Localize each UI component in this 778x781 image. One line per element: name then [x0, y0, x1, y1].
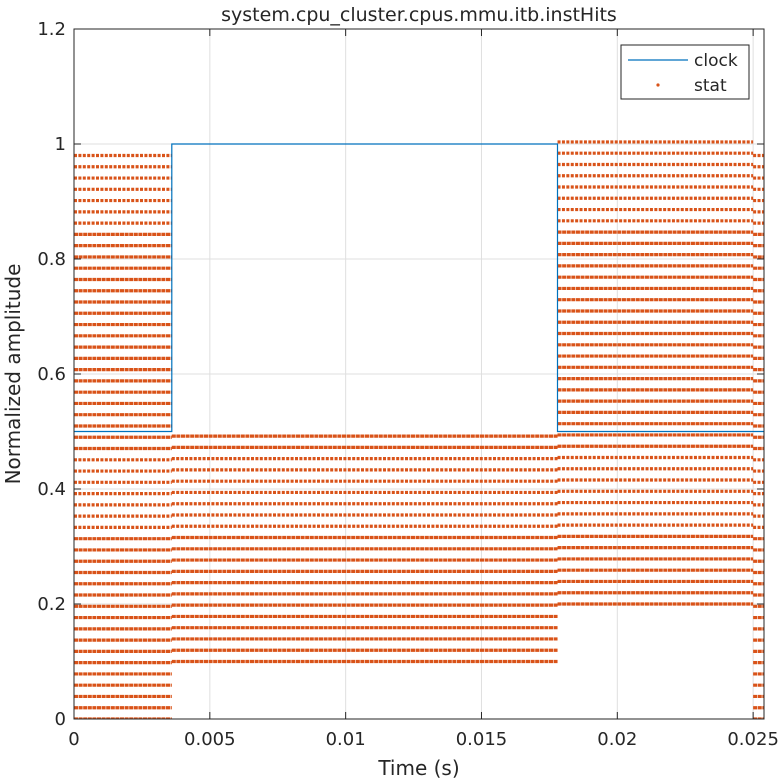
x-tick-label: 0.015 — [456, 729, 508, 750]
legend: clock stat — [620, 44, 750, 100]
x-axis-label: Time (s) — [377, 756, 459, 780]
y-axis-label: Normalized amplitude — [1, 264, 25, 485]
clock-line — [74, 143, 764, 433]
y-tick-label: 0.6 — [37, 364, 66, 385]
legend-box — [620, 44, 750, 100]
chart-title: system.cpu_cluster.cpus.mmu.itb.instHits — [221, 4, 617, 26]
y-tick-labels: 0 0.2 0.4 0.6 0.8 1 1.2 — [37, 19, 66, 730]
y-tick-label: 0.8 — [37, 249, 66, 270]
legend-clock-label: clock — [694, 51, 738, 71]
x-tick-label: 0.01 — [326, 729, 366, 750]
stat-series — [74, 140, 764, 719]
x-tick-label: 0.025 — [727, 729, 778, 750]
axis-ticks — [73, 28, 764, 720]
clock-series — [74, 143, 764, 433]
x-tick-label: 0.02 — [597, 729, 637, 750]
legend-stat-swatch — [656, 83, 660, 87]
y-tick-label: 0 — [55, 709, 66, 730]
y-tick-label: 1 — [55, 134, 66, 155]
x-tick-label: 0 — [68, 729, 79, 750]
x-tick-label: 0.005 — [184, 729, 236, 750]
x-tick-labels: 0 0.005 0.01 0.015 0.02 0.025 — [68, 729, 778, 750]
y-tick-label: 1.2 — [37, 19, 66, 40]
legend-stat-label: stat — [694, 76, 727, 96]
y-tick-label: 0.4 — [37, 479, 66, 500]
y-tick-label: 0.2 — [37, 594, 66, 615]
